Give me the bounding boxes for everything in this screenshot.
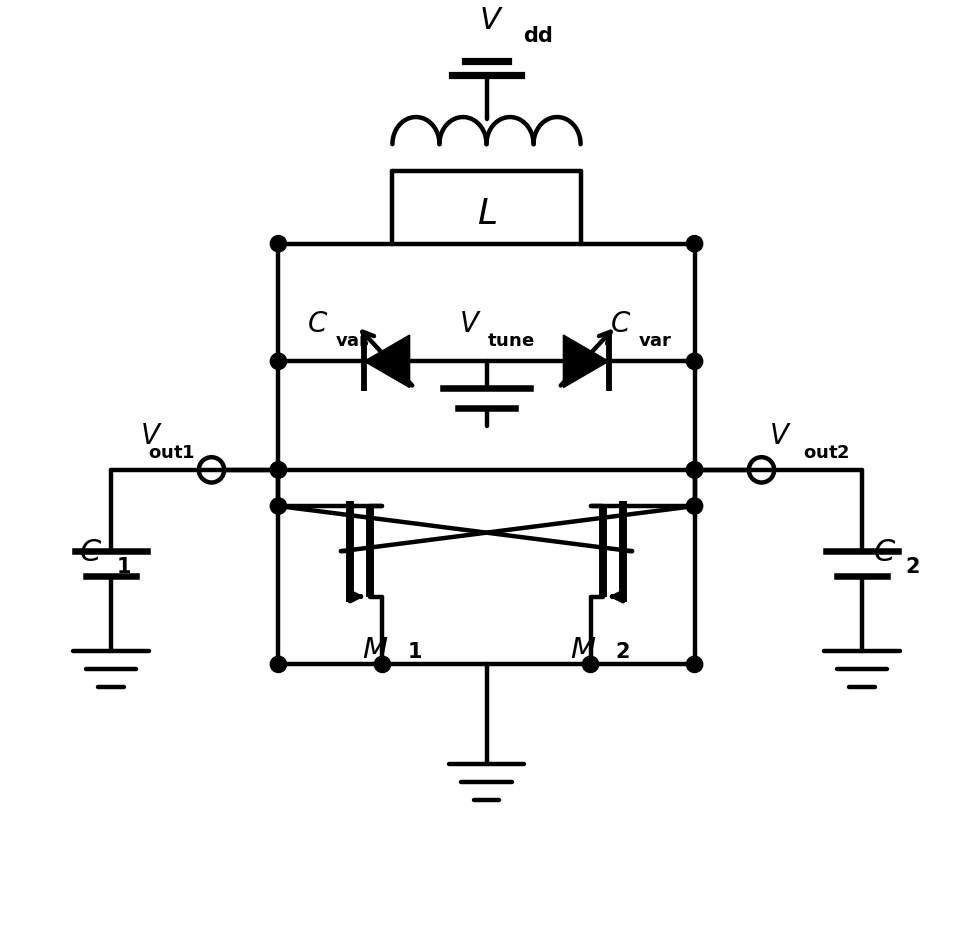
Circle shape <box>270 657 287 672</box>
Circle shape <box>270 235 287 252</box>
Circle shape <box>686 498 703 515</box>
Text: $\mathbf{dd}$: $\mathbf{dd}$ <box>523 26 553 47</box>
Circle shape <box>270 353 287 370</box>
Text: $\it{C}$: $\it{C}$ <box>873 537 896 568</box>
Polygon shape <box>563 335 609 388</box>
Circle shape <box>686 461 703 478</box>
Circle shape <box>270 461 287 478</box>
Text: $\mathbf{2}$: $\mathbf{2}$ <box>615 642 630 661</box>
Text: $\mathbf{var}$: $\mathbf{var}$ <box>335 332 369 349</box>
Circle shape <box>686 235 703 252</box>
Text: $\mathbf{tune}$: $\mathbf{tune}$ <box>486 332 534 349</box>
Text: $\it{C}$: $\it{C}$ <box>610 311 631 338</box>
Text: $\mathbf{1}$: $\mathbf{1}$ <box>407 642 422 661</box>
Text: $\it{V}$: $\it{V}$ <box>459 311 482 338</box>
Text: $\mathbf{1}$: $\mathbf{1}$ <box>116 557 130 577</box>
Text: $\it{V}$: $\it{V}$ <box>140 423 162 450</box>
Text: $\it{C}$: $\it{C}$ <box>306 311 328 338</box>
Circle shape <box>686 353 703 370</box>
Circle shape <box>686 461 703 478</box>
Text: $\it{V}$: $\it{V}$ <box>769 423 791 450</box>
Text: $\mathbf{out2}$: $\mathbf{out2}$ <box>803 444 849 461</box>
Circle shape <box>583 657 598 672</box>
Circle shape <box>686 657 703 672</box>
Text: $\it{M}$: $\it{M}$ <box>570 634 596 663</box>
Text: $\it{M}$: $\it{M}$ <box>362 634 388 663</box>
Circle shape <box>375 657 390 672</box>
Text: $\it{L}$: $\it{L}$ <box>477 197 496 231</box>
Circle shape <box>270 498 287 515</box>
Text: $\mathbf{2}$: $\mathbf{2}$ <box>905 557 920 577</box>
Text: $\it{V}$: $\it{V}$ <box>479 5 503 35</box>
Polygon shape <box>364 335 410 388</box>
Text: $\mathbf{var}$: $\mathbf{var}$ <box>637 332 672 349</box>
Text: $\mathbf{out1}$: $\mathbf{out1}$ <box>148 444 196 461</box>
Circle shape <box>270 461 287 478</box>
Text: $\it{C}$: $\it{C}$ <box>79 537 102 568</box>
